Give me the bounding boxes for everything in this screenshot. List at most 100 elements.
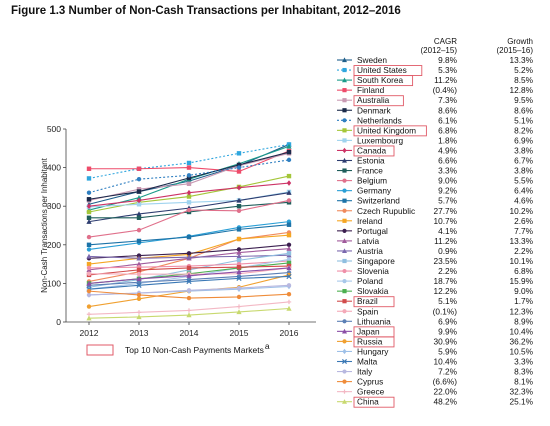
data-point (186, 254, 192, 260)
data-point (136, 267, 142, 273)
legend-item: Australia 7.3% 9.5% (337, 95, 534, 107)
legend-marker (342, 67, 347, 73)
legend-cagr-value: 5.7% (438, 196, 458, 206)
legend-series-name: Denmark (357, 105, 392, 115)
legend-series-name: Japan (357, 326, 380, 336)
legend-series-name: Russia (357, 336, 383, 346)
data-point (186, 207, 192, 213)
legend-cagr-value: 7.3% (438, 95, 458, 105)
series-denmark (86, 149, 292, 202)
data-point (286, 149, 292, 155)
legend-cagr-value: 2.2% (438, 266, 458, 276)
legend-growth-value: 6.4% (514, 186, 534, 196)
legend-item: Latvia 11.2% 13.3% (337, 236, 534, 246)
legend-growth-value: 8.3% (514, 367, 534, 377)
plot-area (86, 141, 292, 321)
data-point (136, 261, 142, 267)
y-tick-label: 0 (56, 317, 61, 327)
data-point (286, 245, 292, 251)
legend-marker (342, 198, 347, 203)
legend-item: Singapore 23.5% 10.1% (337, 256, 534, 266)
data-point (136, 282, 142, 288)
data-point (86, 242, 92, 247)
legend-item: Malta 10.4% 3.3% (337, 357, 534, 367)
top10-legend-box (86, 344, 114, 356)
data-point (286, 305, 292, 311)
data-point (286, 222, 292, 227)
data-point (86, 218, 92, 224)
data-point (286, 260, 292, 266)
top10-note-footnote: a (265, 341, 270, 351)
data-point (236, 247, 242, 252)
legend-cagr-value: (6.6%) (433, 377, 458, 387)
legend-series-name: Czech Rupublic (357, 206, 415, 216)
top10-highlight-box (353, 296, 395, 308)
series-austria (86, 252, 292, 261)
data-point (286, 180, 292, 186)
legend-series-name: Australia (357, 95, 390, 105)
data-point (86, 253, 92, 259)
x-tick-label: 2012 (80, 328, 99, 338)
legend-growth-value: 10.1% (509, 256, 533, 266)
data-point (236, 258, 242, 263)
legend-cagr-value: 5.9% (438, 346, 458, 356)
legend-growth-value: 10.5% (509, 346, 533, 356)
data-point (236, 249, 242, 255)
legend-marker (342, 128, 347, 133)
y-axis-label: Non-Cash Transactions per Inhabitant (40, 157, 49, 293)
legend-growth-value: 13.3% (509, 236, 533, 246)
legend-item: Netherlands 6.1% 5.1% (337, 115, 534, 125)
data-point (86, 247, 92, 252)
legend-cagr-value: 27.7% (433, 206, 457, 216)
data-point (286, 283, 292, 288)
data-point (186, 165, 192, 170)
data-point (136, 187, 142, 192)
legend-growth-value: 2.6% (514, 216, 534, 226)
data-point (86, 288, 92, 294)
legend-item: Russia 30.9% 36.2% (337, 336, 534, 348)
data-point (236, 151, 242, 156)
legend-item: Spain (0.1%) 12.3% (337, 306, 534, 316)
legend-cagr-value: 12.2% (433, 286, 457, 296)
data-point (136, 292, 142, 298)
legend-item: Belgium 9.0% 5.5% (337, 176, 534, 186)
legend-marker (342, 188, 347, 193)
legend-growth-value: 5.2% (514, 65, 534, 75)
top10-highlight-box (353, 396, 395, 408)
series-japan (86, 265, 292, 286)
legend-cagr-value: 5.3% (438, 65, 458, 75)
data-point (286, 189, 292, 195)
top10-highlight-box (353, 125, 427, 137)
legend-series-name: Slovenia (357, 266, 389, 276)
series-canada (86, 180, 292, 209)
data-point (186, 312, 192, 318)
legend-item: South Korea 11.2% 8.5% (337, 75, 534, 87)
legend-cagr-value: 30.9% (433, 336, 457, 346)
legend-series-name: Portugal (357, 226, 388, 236)
data-point (136, 227, 142, 233)
legend-marker (342, 238, 347, 243)
data-point (186, 200, 192, 205)
legend-marker (341, 358, 348, 365)
legend-series-name: South Korea (357, 75, 404, 85)
legend-series-name: Canada (357, 145, 386, 155)
top10-note-label: Top 10 Non-Cash Payments Markets (125, 345, 264, 355)
legend-series-name: Greece (357, 387, 385, 397)
legend-marker (342, 399, 347, 404)
legend-marker (342, 208, 347, 213)
x-tick-label: 2013 (130, 328, 149, 338)
legend-series-name: Finland (357, 85, 385, 95)
legend-cagr-value: 1.8% (438, 135, 458, 145)
chart-axes: 0 100 200 300 400 500 2012 2013 2014 2015 2016 Non-… (40, 124, 316, 338)
data-point (286, 251, 292, 256)
legend-item: Italy 7.2% 8.3% (337, 367, 534, 377)
legend-item: Finland (0.4%) 12.8% (337, 85, 534, 95)
legend-item: Czech Rupublic 27.7% 10.2% (337, 206, 534, 216)
series-netherlands (86, 157, 292, 195)
legend-growth-value: 13.3% (509, 55, 533, 65)
legend-growth-value: 10.4% (509, 326, 533, 336)
data-point (186, 181, 192, 187)
legend-item: Cyprus (6.6%) 8.1% (337, 377, 534, 387)
legend-item: United States 5.3% 5.2% (337, 65, 534, 77)
legend-item: Hungary 5.9% 10.5% (337, 346, 534, 356)
